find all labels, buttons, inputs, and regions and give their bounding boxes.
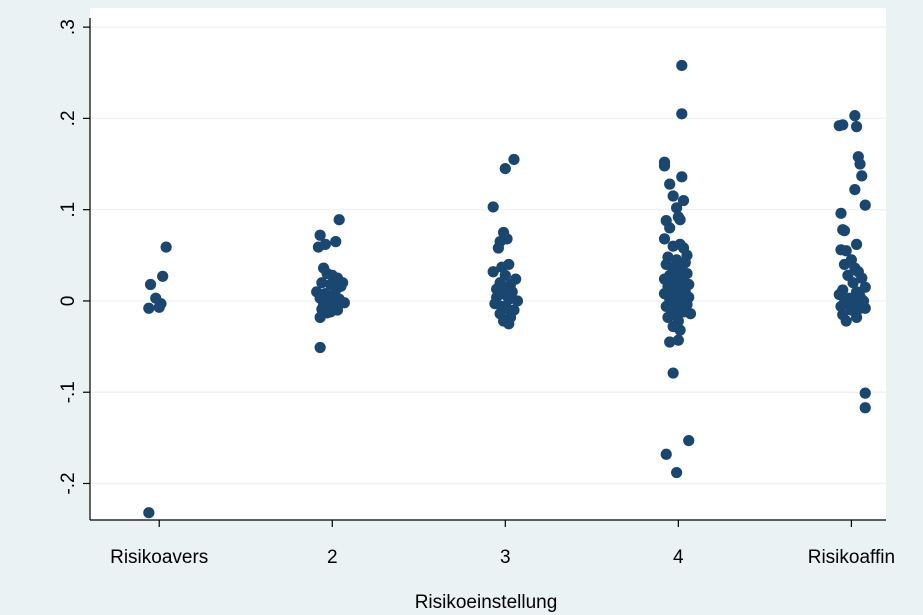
scatter-point-149 bbox=[833, 288, 845, 301]
scatter-point-114 bbox=[662, 311, 674, 323]
scatter-point-144 bbox=[856, 272, 868, 284]
scatter-point-9 bbox=[333, 214, 345, 226]
scatter-point-77 bbox=[674, 214, 686, 226]
x-tick-label-1: 2 bbox=[327, 547, 338, 568]
y-tick-label-5: .3 bbox=[58, 19, 79, 35]
scatter-point-63 bbox=[503, 318, 515, 330]
scatter-point-124 bbox=[849, 110, 861, 122]
scatter-point-6 bbox=[143, 302, 155, 314]
scatter-point-36 bbox=[314, 341, 326, 354]
scatter-point-39 bbox=[487, 201, 499, 213]
scatter-point-121 bbox=[660, 448, 672, 460]
x-tick-label-4: Risikoaffin bbox=[808, 547, 895, 568]
gridlines bbox=[90, 26, 886, 485]
scatter-point-70 bbox=[676, 171, 688, 183]
axes bbox=[89, 18, 886, 521]
scatter-point-33 bbox=[314, 311, 326, 323]
scatter-point-42 bbox=[492, 242, 504, 254]
scatter-point-1 bbox=[160, 241, 172, 253]
scatter-point-73 bbox=[677, 194, 690, 207]
scatter-point-138 bbox=[840, 245, 852, 257]
scatter-point-7 bbox=[143, 507, 155, 519]
scatter-point-38 bbox=[508, 153, 520, 166]
scatter-point-46 bbox=[503, 258, 515, 271]
scatter-point-5 bbox=[155, 298, 167, 310]
scatter-point-122 bbox=[683, 434, 695, 447]
scatter-point-27 bbox=[338, 297, 350, 309]
scatter-point-54 bbox=[503, 293, 515, 305]
scatter-point-81 bbox=[667, 240, 679, 252]
scatter-point-0 bbox=[144, 278, 157, 291]
scatter-point-127 bbox=[850, 121, 863, 133]
scatter-point-55 bbox=[511, 295, 524, 307]
scatter-point-126 bbox=[837, 119, 849, 131]
scatter-point-74 bbox=[671, 202, 683, 214]
scatter-point-79 bbox=[658, 233, 671, 245]
scatter-point-65 bbox=[494, 277, 506, 289]
scatter-point-161 bbox=[840, 315, 852, 327]
x-tick-label-2: 3 bbox=[500, 547, 511, 568]
scatter-point-117 bbox=[674, 324, 686, 336]
scatter-point-129 bbox=[854, 158, 866, 170]
scatter-point-71 bbox=[664, 178, 676, 190]
scatter-point-123 bbox=[671, 466, 683, 479]
x-tick-label-3: 4 bbox=[673, 547, 684, 568]
scatter-point-34 bbox=[337, 277, 349, 289]
scatter-point-118 bbox=[664, 336, 676, 348]
x-axis-ticks: Risikoavers 2 3 4 Risikoaffin bbox=[110, 520, 895, 568]
scatter-point-145 bbox=[847, 277, 859, 289]
scatter-point-158 bbox=[859, 302, 871, 314]
scatter-point-69 bbox=[658, 160, 671, 172]
scatter-point-43 bbox=[497, 226, 510, 239]
plot-area bbox=[90, 8, 886, 520]
scatter-point-119 bbox=[672, 334, 684, 346]
x-tick-label-0: Risikoavers bbox=[110, 547, 208, 568]
scatter-point-163 bbox=[859, 402, 871, 414]
scatter-point-11 bbox=[330, 236, 342, 248]
scatter-point-133 bbox=[835, 207, 847, 219]
y-tick-label-1: -.1 bbox=[58, 381, 79, 403]
scatter-point-78 bbox=[664, 222, 676, 234]
scatter-point-72 bbox=[667, 190, 679, 202]
scatter-point-66 bbox=[676, 59, 688, 72]
scatter-point-35 bbox=[324, 306, 337, 318]
scatter-point-136 bbox=[850, 238, 863, 250]
scatter-point-37 bbox=[499, 163, 511, 175]
scatter-point-17 bbox=[316, 277, 328, 289]
scatter-point-146 bbox=[859, 281, 871, 293]
y-tick-label-4: .2 bbox=[58, 110, 79, 126]
y-axis-ticks: -.2 -.1 0 .1 .2 .3 bbox=[58, 19, 90, 495]
scatter-point-8 bbox=[314, 229, 326, 241]
y-tick-label-0: -.2 bbox=[58, 472, 79, 494]
scatter-point-113 bbox=[684, 308, 697, 320]
scatter-point-2 bbox=[157, 270, 169, 282]
scatter-point-44 bbox=[487, 266, 499, 278]
scatter-point-131 bbox=[849, 183, 861, 196]
scatter-point-160 bbox=[850, 311, 863, 323]
scatter-point-130 bbox=[856, 170, 868, 182]
scatter-point-12 bbox=[312, 241, 325, 253]
x-axis-title: Risikoeinstellung bbox=[415, 592, 558, 613]
scatter-point-120 bbox=[667, 367, 679, 379]
scatter-point-135 bbox=[838, 225, 851, 237]
y-tick-label-3: .1 bbox=[58, 202, 79, 218]
data-points bbox=[143, 59, 871, 519]
scatter-point-162 bbox=[859, 387, 871, 399]
scatter-point-132 bbox=[859, 199, 871, 211]
scatter-point-67 bbox=[676, 108, 688, 120]
y-tick-label-2: 0 bbox=[58, 296, 79, 307]
